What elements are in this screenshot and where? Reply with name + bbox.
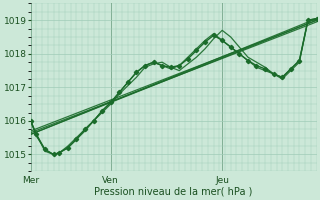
X-axis label: Pression niveau de la mer( hPa ): Pression niveau de la mer( hPa ) (94, 187, 253, 197)
